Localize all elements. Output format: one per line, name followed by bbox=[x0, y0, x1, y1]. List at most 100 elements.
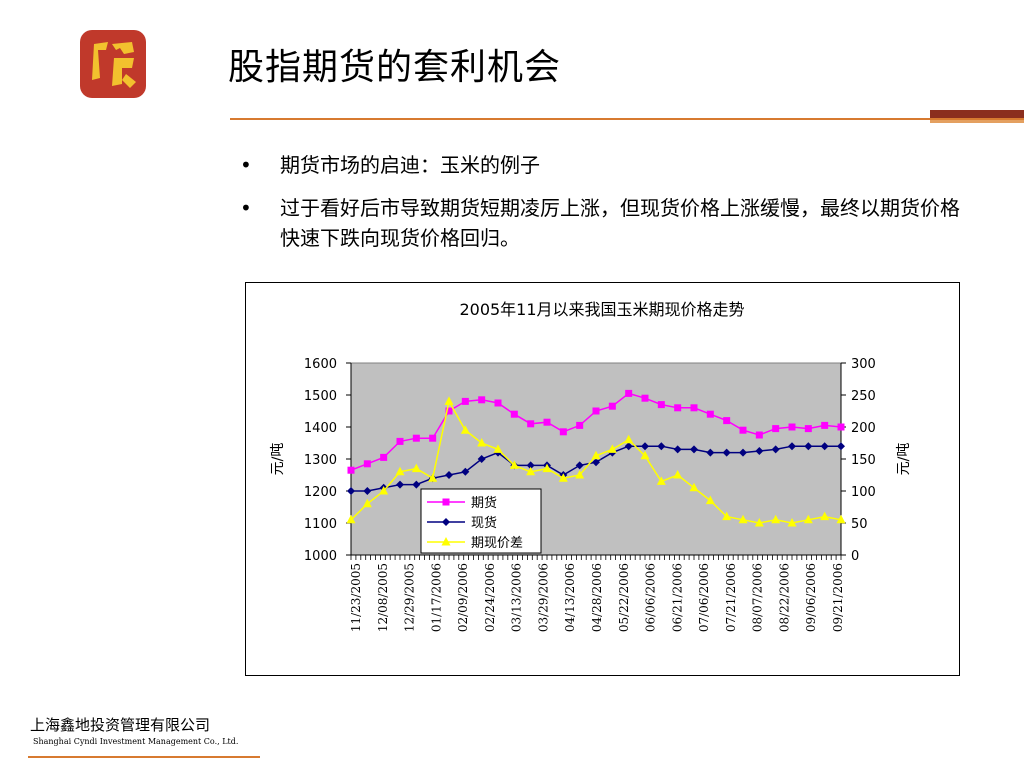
data-point bbox=[347, 487, 355, 495]
data-point bbox=[460, 425, 470, 434]
data-point bbox=[689, 482, 699, 492]
y-tick-label-left: 1200 bbox=[304, 485, 337, 500]
data-point bbox=[754, 518, 764, 527]
data-point bbox=[625, 389, 633, 397]
x-tick-label: 02/24/2006 bbox=[483, 563, 497, 632]
y-tick-label-left: 1400 bbox=[304, 421, 337, 436]
data-point bbox=[738, 514, 748, 524]
bullet-text: 期货市场的启迪：玉米的例子 bbox=[280, 153, 540, 177]
x-tick-label: 03/29/2006 bbox=[536, 563, 550, 632]
chart-container: 2005年11月以来我国玉米期现价格走势 1000 1100 1200 1300 140… bbox=[245, 282, 960, 676]
data-point bbox=[739, 448, 747, 457]
company-logo: 鑫 bbox=[80, 30, 146, 98]
data-point bbox=[755, 431, 763, 439]
x-tick-label: 02/09/2006 bbox=[456, 563, 470, 632]
data-point bbox=[722, 448, 731, 457]
data-point bbox=[674, 404, 682, 412]
data-point bbox=[347, 466, 355, 474]
legend-label: 期货 bbox=[471, 495, 497, 511]
data-point bbox=[673, 470, 683, 479]
data-point bbox=[788, 442, 796, 451]
y-tick-label-left: 1500 bbox=[304, 389, 337, 404]
data-point bbox=[477, 455, 486, 463]
data-point bbox=[526, 466, 536, 476]
y-tick-label-right: 0 bbox=[851, 549, 859, 564]
x-tick-label: 08/22/2006 bbox=[777, 563, 791, 632]
data-point bbox=[412, 434, 420, 442]
x-tick-label: 06/06/2006 bbox=[644, 563, 658, 632]
data-point bbox=[396, 480, 404, 489]
price-chart: 2005年11月以来我国玉米期现价格走势 1000110012001300140… bbox=[270, 300, 912, 632]
data-point bbox=[445, 471, 453, 479]
y-tick-label-left: 1300 bbox=[304, 453, 337, 468]
legend-label: 期现价差 bbox=[471, 536, 523, 551]
x-tick-label: 04/28/2006 bbox=[590, 563, 604, 632]
data-point bbox=[363, 487, 372, 495]
data-point bbox=[428, 473, 438, 482]
data-point bbox=[608, 402, 616, 410]
data-point bbox=[657, 401, 665, 409]
data-point bbox=[820, 442, 829, 451]
data-point bbox=[771, 514, 781, 524]
data-point bbox=[379, 486, 389, 495]
data-point bbox=[396, 437, 404, 445]
x-tick-label: 12/08/2005 bbox=[376, 563, 390, 632]
series-1 bbox=[347, 389, 845, 474]
x-tick-label: 11/23/2005 bbox=[349, 563, 363, 632]
data-point bbox=[722, 511, 732, 521]
footer-rule bbox=[28, 756, 260, 758]
y-tick-label-right: 150 bbox=[851, 453, 876, 468]
page-title: 股指期货的套利机会 bbox=[228, 47, 562, 88]
data-point bbox=[657, 442, 666, 451]
data-point bbox=[493, 444, 503, 453]
footer-company-en: Shanghai Cyndi Investment Management Co.… bbox=[33, 737, 239, 746]
x-tick-label: 12/29/2005 bbox=[403, 563, 417, 632]
data-point bbox=[576, 421, 584, 429]
data-point bbox=[543, 418, 551, 426]
data-point bbox=[803, 514, 813, 524]
data-point bbox=[575, 470, 585, 479]
legend-label: 现货 bbox=[471, 515, 497, 531]
y-tick-label-left: 1000 bbox=[304, 549, 337, 564]
data-point bbox=[542, 463, 552, 473]
data-point bbox=[510, 410, 518, 418]
data-point bbox=[363, 460, 371, 468]
data-point bbox=[346, 514, 356, 524]
y-tick-label-right: 300 bbox=[851, 357, 876, 372]
data-point bbox=[461, 467, 470, 476]
data-point bbox=[821, 421, 829, 429]
header-rule-thick bbox=[930, 110, 1024, 118]
data-point bbox=[461, 397, 469, 405]
y-tick-label-left: 1100 bbox=[304, 517, 337, 532]
header-rule-accent bbox=[930, 120, 1024, 123]
data-point bbox=[640, 450, 650, 460]
data-point bbox=[706, 448, 715, 457]
y-tick-label-left: 1600 bbox=[304, 357, 337, 372]
data-point bbox=[705, 495, 715, 505]
data-point bbox=[380, 453, 388, 461]
legend-swatch-marker bbox=[442, 518, 450, 526]
data-point bbox=[641, 442, 649, 451]
data-point bbox=[429, 434, 437, 442]
data-point bbox=[362, 498, 372, 508]
data-point bbox=[837, 423, 845, 431]
data-point bbox=[787, 518, 797, 527]
bullet-text: 过于看好后市导致期货短期凌厉上涨，但现货价格上涨缓慢，最终以期货价格快速下跌向现… bbox=[280, 196, 960, 250]
data-point bbox=[526, 461, 535, 470]
data-point bbox=[445, 407, 453, 415]
data-point bbox=[478, 396, 486, 404]
data-point bbox=[673, 445, 682, 454]
data-point bbox=[836, 514, 846, 524]
y-axis-label: 元/吨 bbox=[270, 443, 286, 476]
data-point bbox=[656, 476, 666, 485]
data-point bbox=[494, 399, 502, 407]
data-point bbox=[641, 394, 649, 402]
series-3 bbox=[346, 396, 846, 527]
x-tick-label: 09/06/2006 bbox=[804, 563, 818, 632]
data-point bbox=[559, 428, 567, 436]
x-tick-label: 06/21/2006 bbox=[670, 563, 684, 632]
y-tick-label-right: 200 bbox=[851, 421, 876, 436]
footer-company-cn: 上海鑫地投资管理有限公司 bbox=[30, 716, 211, 734]
data-point bbox=[395, 466, 405, 476]
y-tick-label-right: 50 bbox=[851, 517, 868, 532]
